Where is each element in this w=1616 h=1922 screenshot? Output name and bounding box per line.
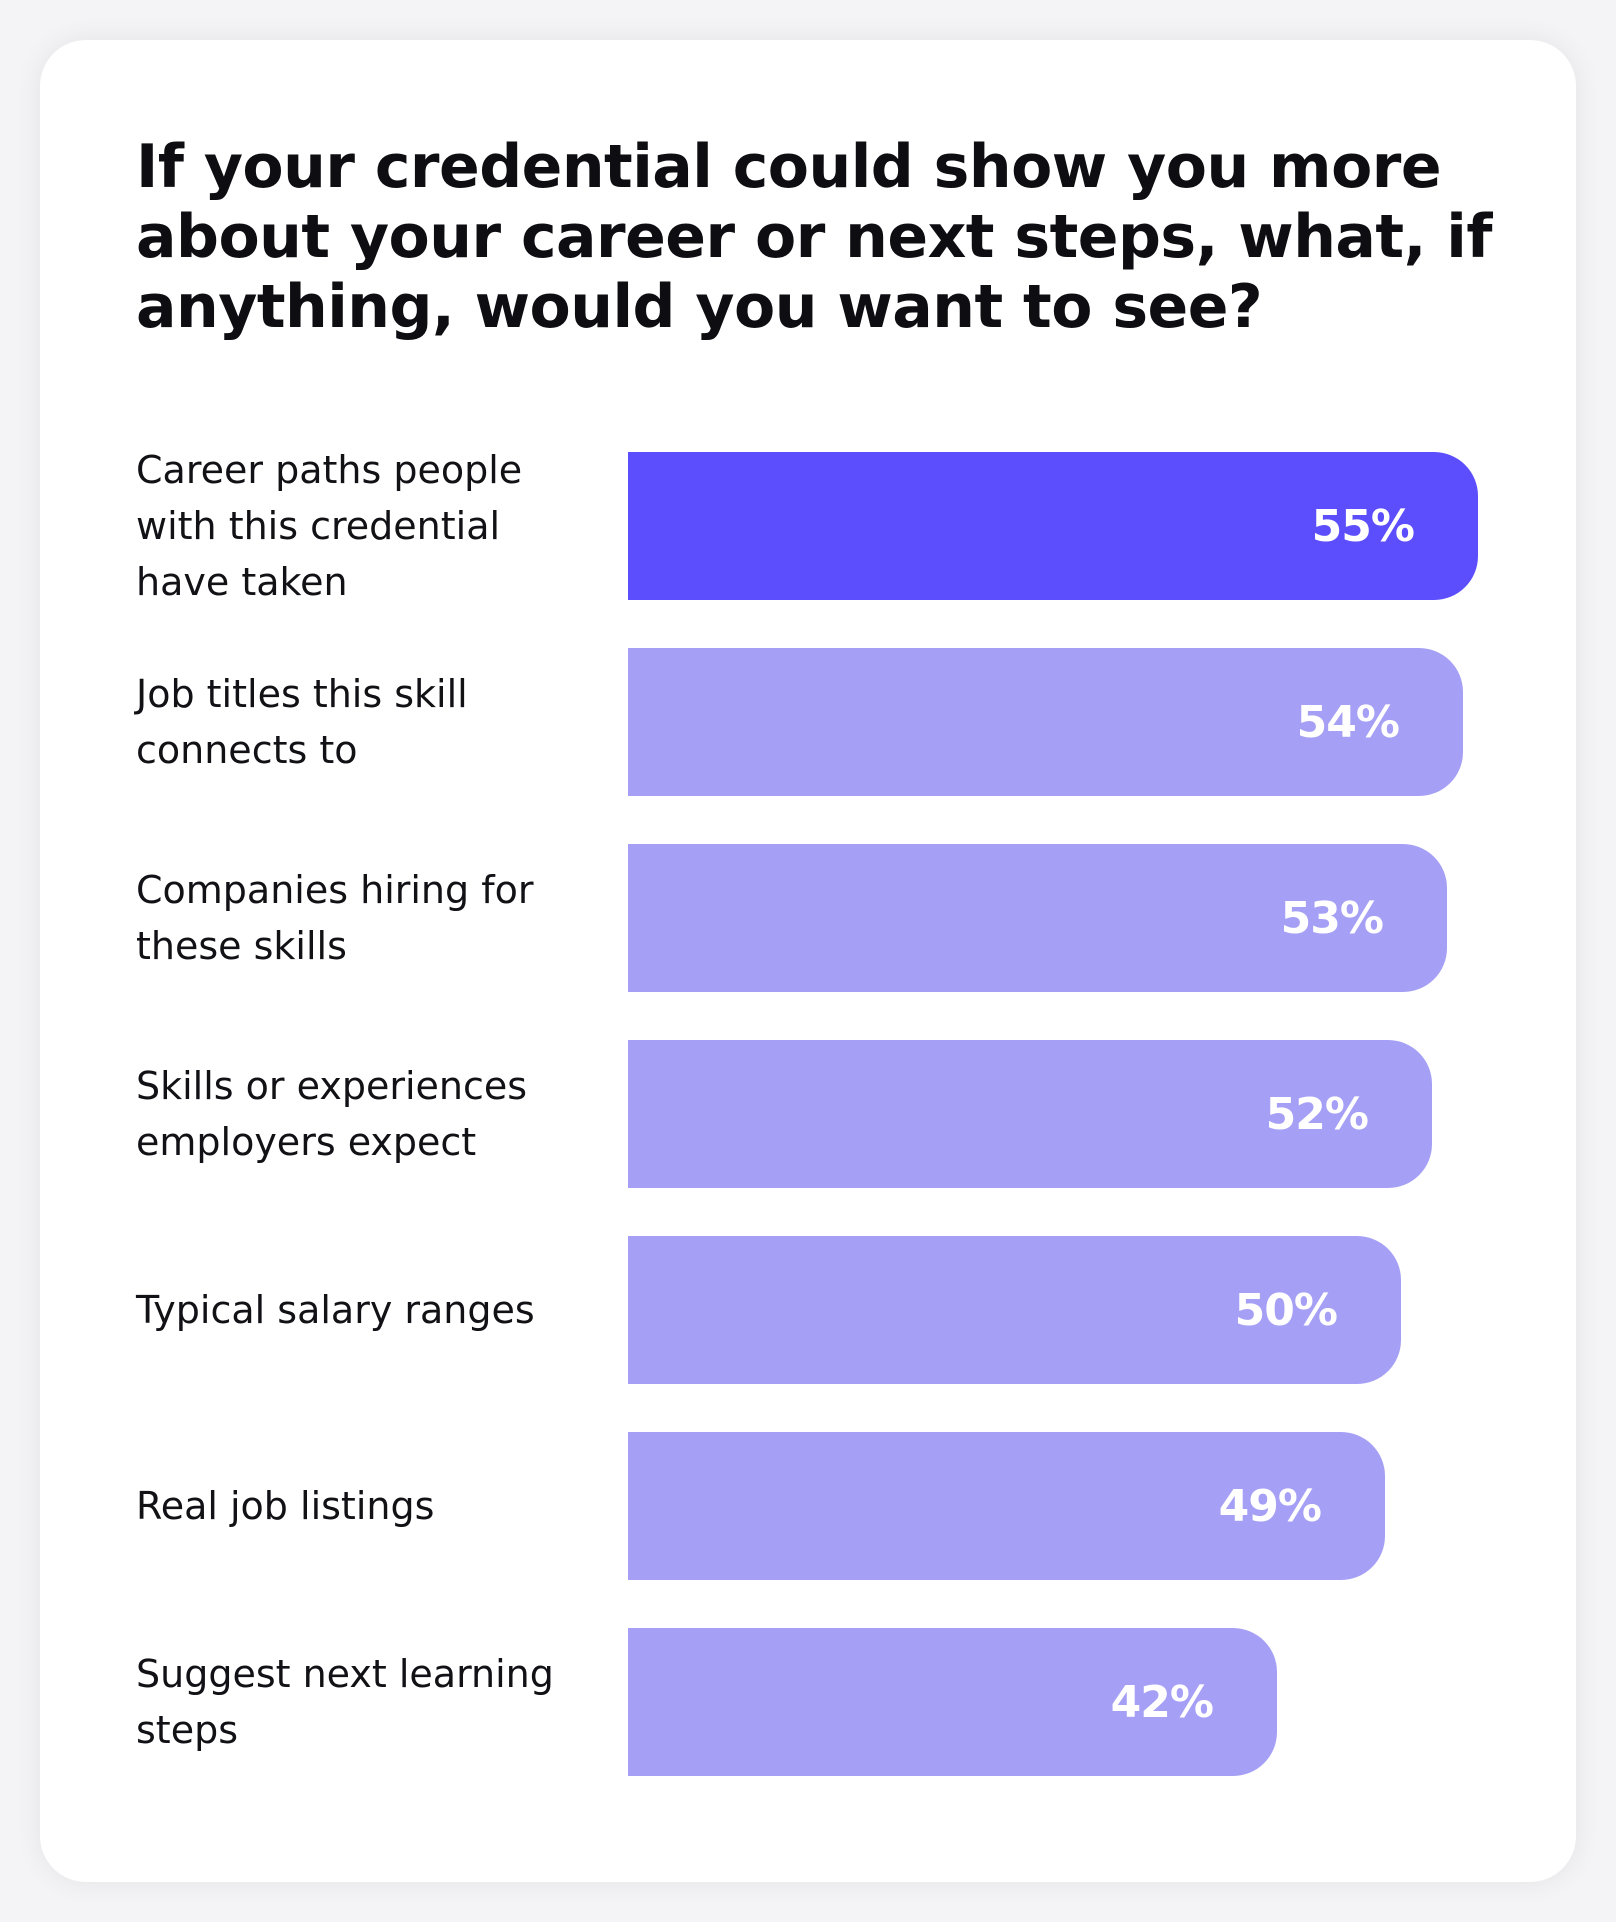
bar-row: Typical salary ranges 50% [0, 1236, 1616, 1384]
bar-value-label: 49% [1218, 1480, 1322, 1532]
chart-title: If your credential could show you more a… [136, 132, 1492, 342]
category-label: Typical salary ranges [136, 1288, 535, 1332]
bar: 49% [628, 1432, 1385, 1580]
bar-row: Career paths people with this credential… [0, 448, 1616, 604]
bar-row: Skills or experiences employers expect 52… [0, 1040, 1616, 1188]
bar-row: Companies hiring for these skills 53% [0, 844, 1616, 992]
category-label: Skills or experiences employers expect [136, 1064, 528, 1164]
bar-row: Job titles this skill connects to 54% [0, 648, 1616, 796]
bar: 55% [628, 452, 1478, 600]
bar-value-label: 54% [1296, 696, 1400, 748]
bar: 52% [628, 1040, 1432, 1188]
bar: 54% [628, 648, 1463, 796]
bar-row: Real job listings 49% [0, 1432, 1616, 1580]
bar-value-label: 53% [1280, 892, 1384, 944]
bar: 53% [628, 844, 1447, 992]
bar-value-label: 55% [1311, 500, 1415, 552]
bar: 42% [628, 1628, 1277, 1776]
category-label: Career paths people with this credential… [136, 448, 523, 604]
bar-value-label: 50% [1234, 1284, 1338, 1336]
bar-value-label: 42% [1110, 1676, 1214, 1728]
bar-row: Suggest next learning steps 42% [0, 1628, 1616, 1776]
category-label: Companies hiring for these skills [136, 868, 534, 968]
bar: 50% [628, 1236, 1401, 1384]
category-label: Suggest next learning steps [136, 1652, 554, 1752]
bar-value-label: 52% [1265, 1088, 1369, 1140]
category-label: Real job listings [136, 1484, 435, 1528]
category-label: Job titles this skill connects to [136, 672, 468, 772]
